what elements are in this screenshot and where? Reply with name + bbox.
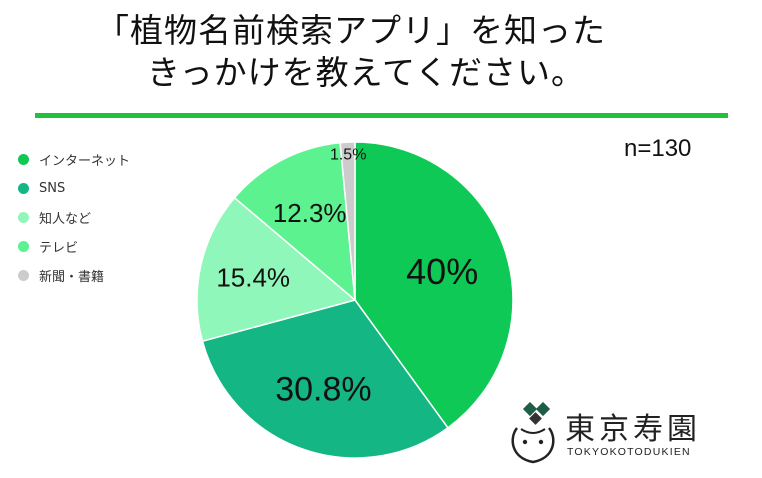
logo-name: 東京寿園: [565, 412, 701, 447]
pie-slice: [233, 141, 356, 302]
legend-item: 知人など: [18, 203, 130, 232]
title-line-2: きっかけを教えてください。: [146, 53, 586, 92]
legend-swatch: [18, 183, 29, 194]
legend-item: SNS: [18, 174, 130, 203]
legend-swatch: [18, 154, 29, 165]
chart-title: 「植物名前検索アプリ」を知った きっかけを教えてください。: [0, 10, 762, 94]
slice-label: 30.8%: [275, 370, 371, 408]
legend-item: インターネット: [18, 145, 130, 174]
slice-label: 12.3%: [273, 198, 347, 228]
company-logo: 東京寿園 TOKYOKOTODUKIEN: [505, 402, 745, 472]
slice-label: 40%: [406, 251, 478, 292]
logo-mark-icon: [511, 402, 555, 464]
title-underline: [35, 113, 728, 118]
pie-slice: [196, 196, 357, 343]
legend-label: 新聞・書籍: [39, 270, 105, 285]
legend-item: テレビ: [18, 232, 130, 261]
legend-swatch: [18, 212, 29, 223]
legend-label: テレビ: [39, 241, 79, 256]
legend-item: 新聞・書籍: [18, 261, 130, 290]
pie-slice: [201, 299, 449, 459]
sample-size-label: n=130: [624, 135, 692, 162]
legend-label: 知人など: [39, 212, 92, 227]
pie-slice: [354, 141, 514, 429]
title-line-1: 「植物名前検索アプリ」を知った: [96, 11, 606, 50]
slice-label: 15.4%: [216, 262, 290, 292]
legend: インターネット SNS 知人などテレビ新聞・書籍: [18, 145, 130, 290]
logo-subtitle: TOKYOKOTODUKIEN: [567, 446, 691, 458]
legend-label: SNS: [39, 181, 66, 196]
pie-slice: [339, 141, 356, 301]
legend-swatch: [18, 270, 29, 281]
legend-swatch: [18, 241, 29, 252]
slice-label: 1.5%: [330, 146, 366, 163]
legend-label: インターネット: [39, 154, 131, 169]
